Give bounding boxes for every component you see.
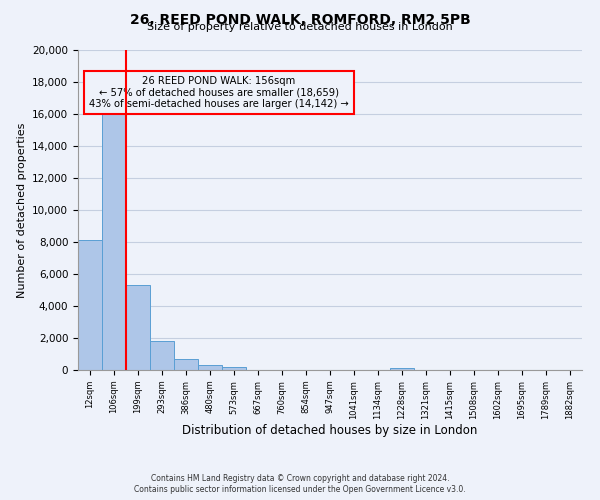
Bar [390, 368, 414, 370]
Bar [222, 367, 246, 370]
Bar [126, 285, 150, 370]
Bar [78, 240, 102, 370]
Bar [174, 359, 198, 370]
X-axis label: Distribution of detached houses by size in London: Distribution of detached houses by size … [182, 424, 478, 438]
Text: 26 REED POND WALK: 156sqm
← 57% of detached houses are smaller (18,659)
43% of s: 26 REED POND WALK: 156sqm ← 57% of detac… [89, 76, 349, 109]
Text: 26, REED POND WALK, ROMFORD, RM2 5PB: 26, REED POND WALK, ROMFORD, RM2 5PB [130, 12, 470, 26]
Bar [150, 341, 174, 370]
Bar [102, 104, 126, 370]
Y-axis label: Number of detached properties: Number of detached properties [17, 122, 26, 298]
Text: Contains HM Land Registry data © Crown copyright and database right 2024.
Contai: Contains HM Land Registry data © Crown c… [134, 474, 466, 494]
Bar [198, 365, 222, 370]
Text: Size of property relative to detached houses in London: Size of property relative to detached ho… [147, 22, 453, 32]
